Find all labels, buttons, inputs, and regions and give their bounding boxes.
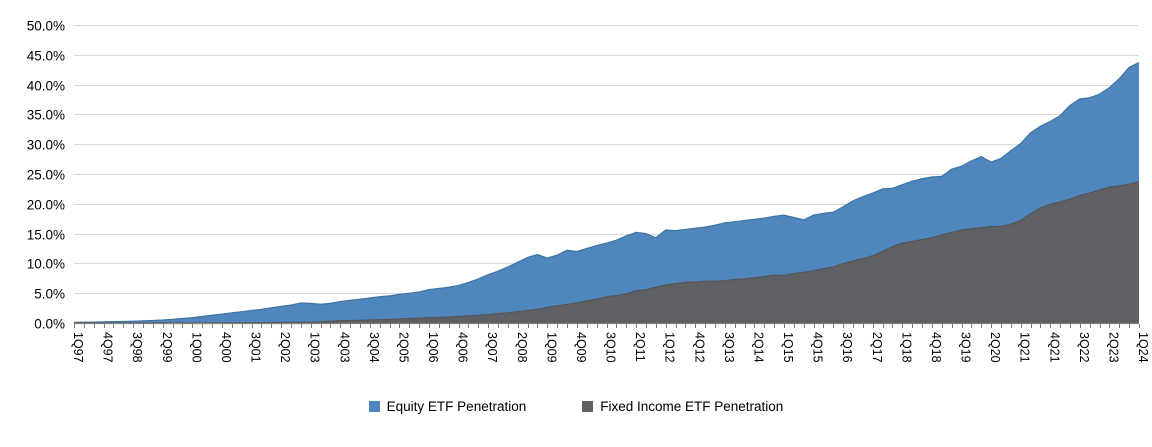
x-axis-tick-label: 2Q20 — [988, 332, 1002, 363]
legend-label: Equity ETF Penetration — [386, 399, 527, 414]
x-axis-tick-label: 2Q08 — [515, 332, 529, 363]
x-axis-tick-label: 1Q09 — [544, 332, 558, 363]
x-axis-tick-label: 1Q03 — [308, 332, 322, 363]
y-axis-tick-label: 5.0% — [34, 287, 65, 302]
fixed-income-series-edge — [74, 181, 1140, 324]
y-axis-tick-label: 35.0% — [27, 108, 65, 123]
x-axis-tick-label: 3Q19 — [959, 332, 973, 363]
x-axis-tick-label: 2Q11 — [633, 332, 647, 362]
x-axis-tick-label: 3Q22 — [1077, 332, 1091, 363]
x-axis-tick-label: 1Q97 — [71, 332, 85, 363]
y-axis-tick-label: 25.0% — [27, 168, 65, 183]
y-axis-tick-label: 50.0% — [27, 19, 65, 34]
x-axis-tick-label: 2Q23 — [1106, 332, 1120, 363]
y-axis-tick-label: 0.0% — [34, 317, 65, 332]
x-axis-tick-label: 4Q03 — [337, 332, 351, 363]
x-axis-tick-label: 1Q21 — [1018, 332, 1032, 363]
legend-item-equity: Equity ETF Penetration — [368, 399, 527, 414]
x-axis-tick-label: 4Q15 — [811, 332, 825, 363]
x-axis-tick-label: 3Q98 — [130, 332, 144, 363]
y-axis-tick-label: 10.0% — [27, 257, 65, 272]
x-axis-tick-label: 1Q06 — [426, 332, 440, 363]
x-axis-tick-label: 4Q00 — [219, 332, 233, 363]
x-axis-tick-label: 3Q07 — [485, 332, 499, 363]
x-axis-tick-label: 3Q01 — [249, 332, 263, 363]
x-axis-tick-label: 2Q17 — [870, 332, 884, 363]
fixed-income-area-series — [74, 181, 1139, 323]
x-axis-tick-label: 2Q02 — [278, 332, 292, 363]
x-axis-tick-label: 1Q00 — [189, 332, 203, 363]
x-axis-tick-label: 2Q05 — [396, 332, 410, 363]
y-axis-tick-label: 30.0% — [27, 138, 65, 153]
x-axis-tick-label: 4Q06 — [456, 332, 470, 363]
legend-item-fixed-income: Fixed Income ETF Penetration — [582, 399, 783, 414]
x-axis-tick-label: 1Q18 — [899, 332, 913, 363]
x-axis-tick-label: 4Q21 — [1047, 332, 1061, 363]
x-axis-tick-label: 3Q10 — [604, 332, 618, 363]
x-axis-tick-label: 4Q18 — [929, 332, 943, 363]
y-axis-tick-label: 20.0% — [27, 198, 65, 213]
x-axis-tick-label: 4Q12 — [692, 332, 706, 363]
x-axis-tick-label: 1Q15 — [781, 332, 795, 363]
x-axis-tick-label: 3Q13 — [722, 332, 736, 363]
chart-legend: Equity ETF Penetration Fixed Income ETF P… — [0, 399, 1152, 414]
x-axis-tick-label: 4Q97 — [101, 332, 115, 363]
x-axis-tick-label: 2Q14 — [751, 332, 765, 363]
legend-swatch-icon — [582, 401, 594, 412]
legend-swatch-icon — [368, 401, 380, 412]
x-axis-tick-label: 3Q04 — [367, 332, 381, 363]
legend-label: Fixed Income ETF Penetration — [600, 399, 784, 414]
x-axis-tick-label: 1Q24 — [1136, 332, 1150, 363]
x-axis-tick-label: 1Q12 — [663, 332, 677, 363]
equity-series-edge — [73, 62, 1140, 323]
x-axis-tick-label: 2Q99 — [160, 332, 174, 363]
x-axis-tick-label: 3Q16 — [840, 332, 854, 363]
y-axis-tick-label: 15.0% — [27, 228, 65, 243]
y-axis-tick-label: 45.0% — [27, 49, 65, 64]
y-axis-tick-label: 40.0% — [27, 79, 65, 94]
x-axis-tick-label: 4Q09 — [574, 332, 588, 363]
